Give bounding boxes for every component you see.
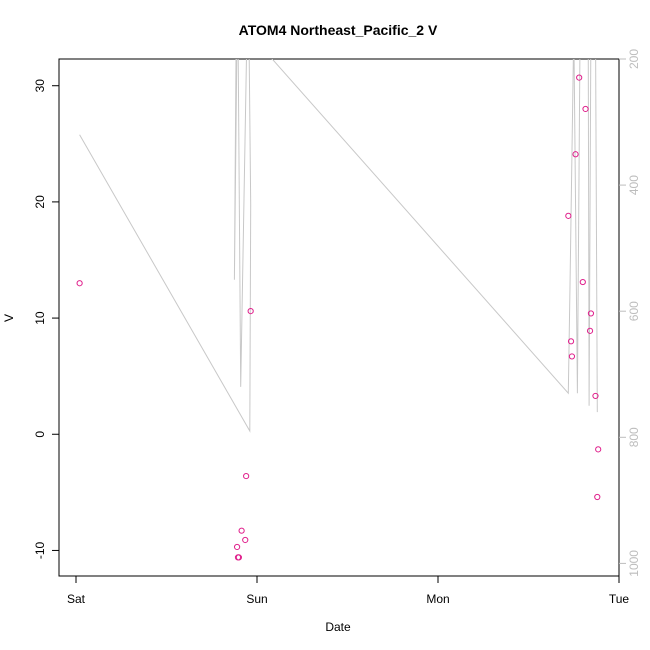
data-point [243,472,250,480]
data-point [582,105,589,113]
x-tick-label: Sun [246,592,267,606]
y-tick-label: 10 [33,311,47,325]
x-tick-label: Mon [426,592,449,606]
data-point [587,310,595,317]
y2-tick-label: 400 [627,175,641,195]
y-tick-label: -10 [33,541,47,559]
data-point [247,308,254,315]
data-point [238,527,245,534]
data-point [572,151,579,158]
y-tick-label: 30 [33,79,47,93]
data-point [567,338,575,345]
data-point [242,536,249,544]
y2-tick-label: 200 [627,49,641,69]
y2-tick-label: 1000 [627,550,641,577]
x-axis: Sat Sun Mon Tue [67,576,629,606]
x-tick-label: Sat [67,592,86,606]
line-series-path [79,59,598,433]
y2-tick-label: 600 [627,301,641,321]
data-point [76,280,83,287]
data-point [233,543,241,551]
y2-axis: 200 400 600 800 1000 [619,49,641,577]
plot-area-frame [58,58,620,577]
data-point [565,212,572,219]
data-point [235,554,242,561]
x-tick-label: Tue [609,592,630,606]
chart-title: ATOM4 Northeast_Pacific_2 V [239,22,438,38]
y-tick-label: 20 [33,195,47,209]
data-point [595,446,602,453]
y-axis: -10 0 10 20 30 [33,79,59,559]
data-point [586,327,594,334]
y-tick-label: 0 [33,431,47,438]
data-point [568,353,576,360]
x-axis-label: Date [325,620,351,634]
line-series [79,59,598,433]
data-point [594,493,601,501]
data-point [579,278,586,286]
point-series [76,74,602,561]
y-axis-label: V [2,314,16,322]
y2-tick-label: 800 [627,427,641,447]
data-point [576,74,583,81]
data-point [592,392,599,400]
